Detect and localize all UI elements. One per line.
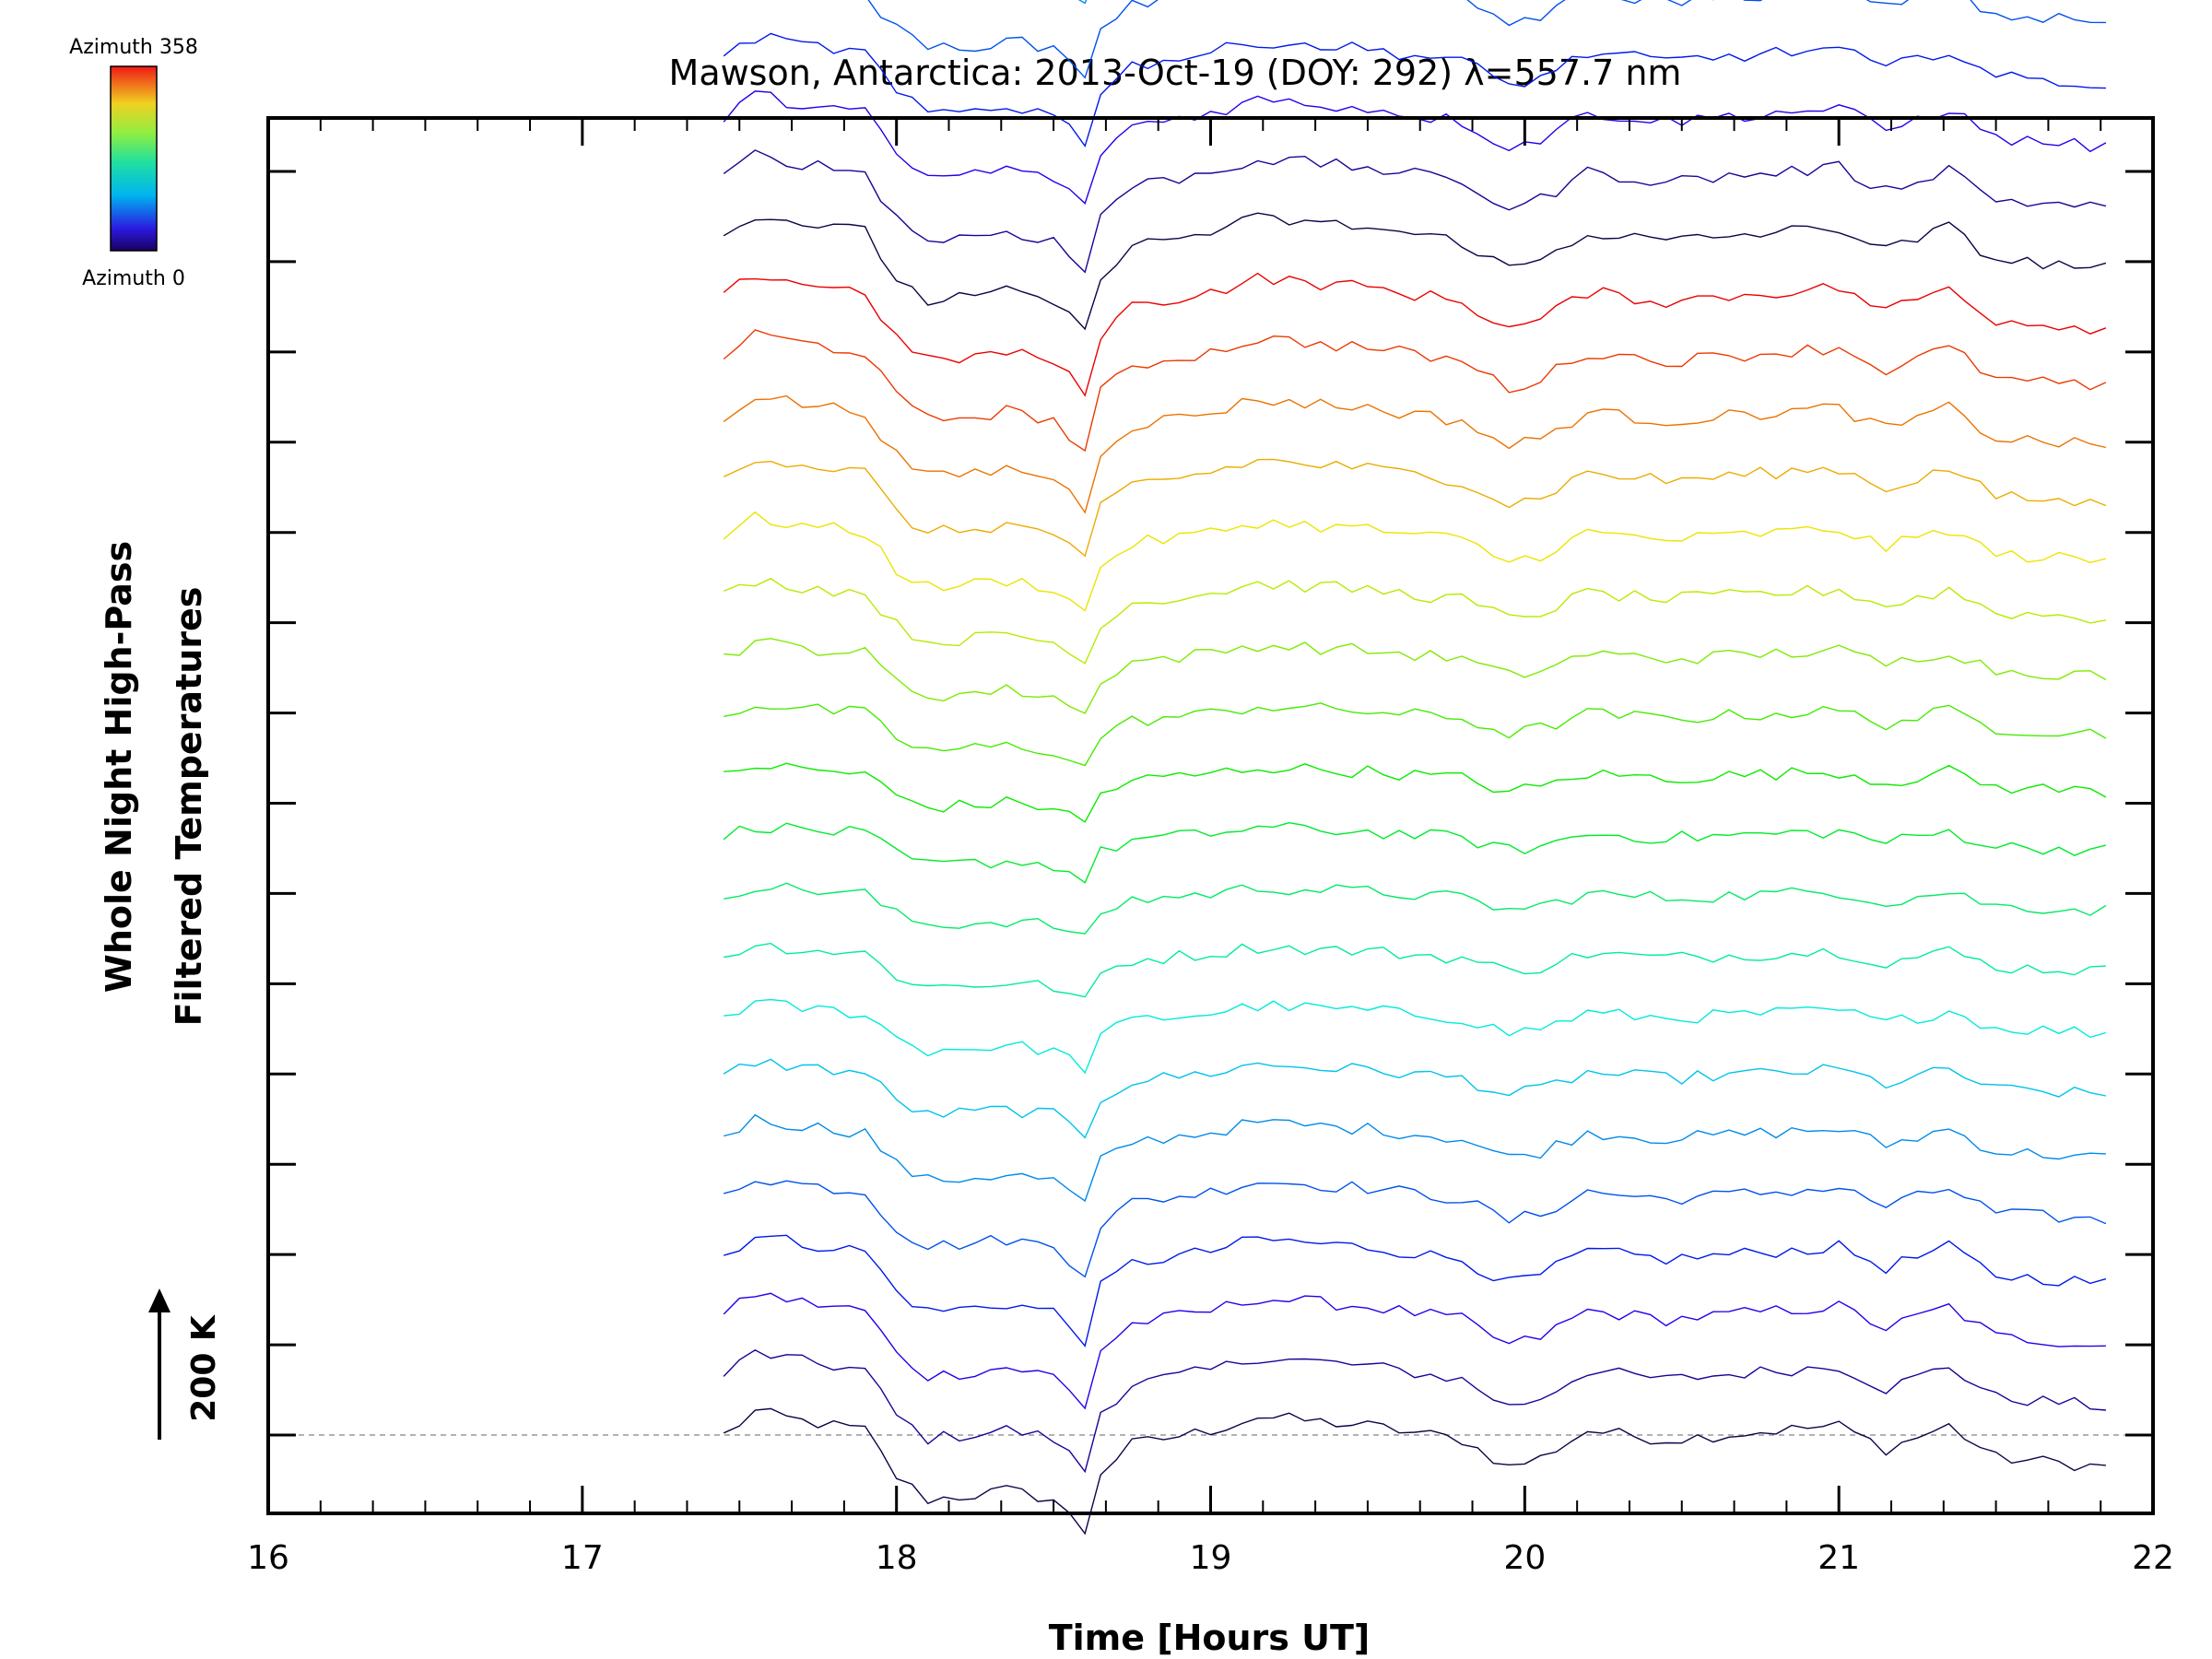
plot-frame (266, 116, 2155, 1515)
series-line-0-11 (724, 762, 2107, 823)
chart-title: Mawson, Antarctica: 2013-Oct-19 (DOY: 29… (669, 53, 1682, 93)
series-line-0-19 (723, 272, 2107, 397)
colorbar: Azimuth 358 Azimuth 0 (69, 36, 198, 290)
x-tick-label: 20 (1503, 1539, 1546, 1577)
y-axis-label-line2: Filtered Temperatures (169, 587, 209, 1027)
series-line-0-6 (723, 1058, 2107, 1139)
series-line-0-13 (724, 638, 2107, 714)
series-line-0-4 (724, 1180, 2107, 1278)
series-line-0-17 (723, 394, 2107, 514)
x-tick-label: 18 (876, 1539, 918, 1577)
series-line-0-10 (723, 821, 2107, 884)
series-line-0-8 (724, 942, 2106, 998)
scale-bar-label: 200 K (185, 1314, 223, 1422)
series-line-0-14 (723, 577, 2107, 665)
x-tick-label: 17 (561, 1539, 604, 1577)
series-line-0-9 (724, 882, 2107, 935)
x-tick-label: 22 (2132, 1539, 2174, 1577)
x-axis-label: Time [Hours UT] (1049, 1618, 1371, 1658)
series-line-0-1 (723, 1348, 2106, 1474)
series-line-1-5 (1077, 0, 1088, 5)
series-line-0-15 (723, 511, 2107, 612)
colorbar-bottom-label: Azimuth 0 (82, 267, 185, 290)
series-line-0-3 (724, 1234, 2107, 1347)
colorbar-gradient (110, 65, 158, 252)
x-tick-label: 21 (1818, 1539, 1860, 1577)
scale-bar: 200 K (148, 1288, 223, 1440)
colorbar-top-label: Azimuth 358 (69, 36, 198, 59)
x-tick-label: 19 (1190, 1539, 1232, 1577)
traces (723, 0, 2107, 1535)
series-line-0-0 (723, 1407, 2106, 1535)
ticks (266, 118, 2155, 1513)
series-line-1-0 (723, 212, 2107, 331)
series-line-1-4 (867, 0, 2106, 79)
x-tick-label: 16 (247, 1539, 289, 1577)
series-line-0-5 (724, 1113, 2106, 1203)
series-line-1-3 (723, 32, 2106, 147)
y-axis-label: Whole Night High-Pass Filtered Temperatu… (99, 541, 209, 1026)
y-axis-label-line1: Whole Night High-Pass (99, 541, 139, 993)
x-tick-labels: 16 17 18 19 20 21 22 (247, 1539, 2174, 1577)
series-line-0-16 (723, 458, 2107, 558)
series-line-0-7 (724, 998, 2107, 1075)
series-line-0-12 (724, 702, 2107, 767)
series-line-0-18 (723, 329, 2107, 453)
scale-bar-arrow-head (148, 1288, 171, 1312)
series-line-1-1 (723, 149, 2107, 274)
series-line-0-2 (723, 1292, 2106, 1410)
series-line-1-2 (723, 90, 2107, 205)
